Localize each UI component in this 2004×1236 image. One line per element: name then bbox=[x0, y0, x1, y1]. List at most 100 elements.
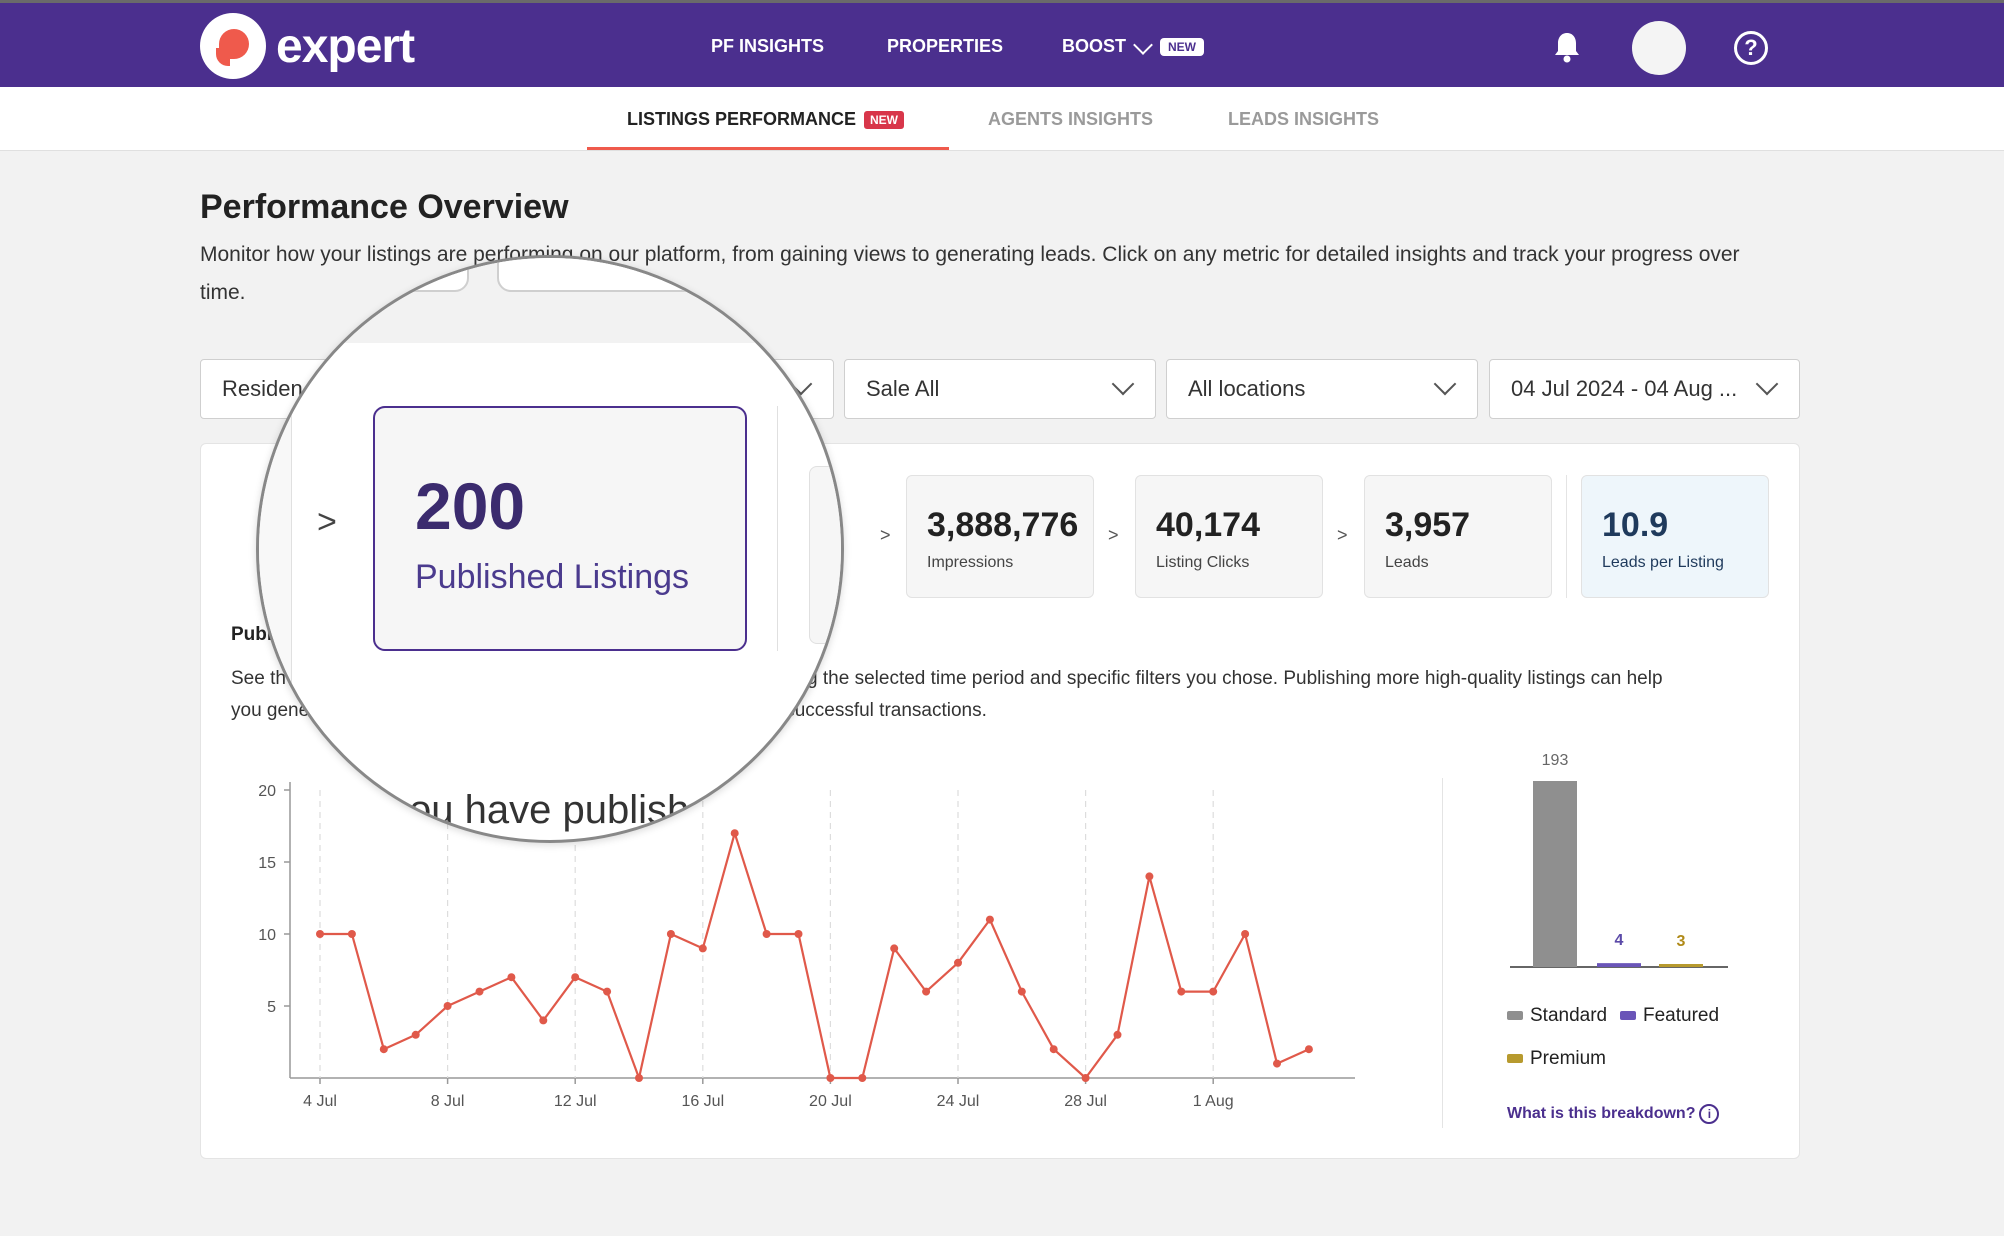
data-point bbox=[890, 944, 899, 953]
chevron-down-icon bbox=[1433, 372, 1457, 396]
data-point bbox=[347, 930, 356, 938]
new-badge: NEW bbox=[864, 111, 905, 130]
listing-type-bar-chart: 193 4 3 bbox=[1510, 752, 1728, 968]
nav-properties[interactable]: PROPERTIES bbox=[887, 36, 1004, 56]
tab-leads-insights[interactable]: LEADS INSIGHTS bbox=[1228, 109, 1380, 129]
breakdown-link-label: What is this breakdown? bbox=[1507, 1105, 1696, 1123]
funnel-arrow: > bbox=[1108, 525, 1119, 545]
chevron-down-icon bbox=[1133, 35, 1153, 56]
data-point bbox=[411, 1030, 420, 1039]
data-point bbox=[1145, 872, 1154, 881]
x-tick-label: 20 Jul bbox=[809, 1093, 852, 1110]
section-text-2b: successful transactions. bbox=[785, 700, 987, 721]
data-point bbox=[985, 915, 994, 924]
funnel-arrow: > bbox=[317, 503, 337, 541]
legend-label: Premium bbox=[1530, 1048, 1607, 1069]
data-point bbox=[475, 987, 484, 996]
data-point bbox=[1177, 987, 1186, 996]
info-icon: i bbox=[1699, 1104, 1720, 1124]
y-tick-label: 15 bbox=[258, 855, 276, 872]
funnel-arrow: > bbox=[1337, 525, 1348, 545]
tab-agents-insights[interactable]: AGENTS INSIGHTS bbox=[988, 109, 1154, 129]
nav-boost[interactable]: BOOST NEW bbox=[1062, 35, 1205, 57]
chevron-down-icon bbox=[1755, 372, 1779, 396]
magnifier-lens: > 200 Published Listings ou have publish bbox=[256, 255, 844, 843]
x-tick-label: 1 Aug bbox=[1193, 1093, 1234, 1110]
data-point bbox=[794, 930, 803, 938]
magnified-caption: ou have publish bbox=[409, 788, 690, 832]
bar-value-label: 193 bbox=[1542, 752, 1569, 769]
avatar[interactable] bbox=[1632, 21, 1686, 75]
metric-value: 200 bbox=[415, 469, 526, 543]
tab-listings-performance[interactable]: LISTINGS PERFORMANCE NEW bbox=[627, 109, 905, 130]
legend-swatch bbox=[1507, 1011, 1523, 1021]
metric-label: Impressions bbox=[927, 554, 1014, 571]
metric-impressions[interactable]: 3,888,776 Impressions bbox=[906, 475, 1094, 598]
tab-label: LISTINGS PERFORMANCE bbox=[627, 109, 857, 129]
nav-pf-insights[interactable]: PF INSIGHTS bbox=[711, 36, 825, 56]
what-is-this-breakdown-link[interactable]: What is this breakdown? i bbox=[1507, 1104, 1720, 1124]
help-icon[interactable]: ? bbox=[1734, 31, 1768, 65]
metric-divider bbox=[777, 406, 778, 651]
metric-listing-clicks[interactable]: 40,174 Listing Clicks bbox=[1135, 475, 1323, 598]
type-filter-value: Sale All bbox=[866, 376, 940, 401]
x-tick-label: 28 Jul bbox=[1064, 1093, 1107, 1110]
bell-icon[interactable] bbox=[1552, 31, 1582, 63]
top-navbar: expert PF INSIGHTS PROPERTIES BOOST NEW ? bbox=[0, 0, 2004, 87]
data-point bbox=[826, 1074, 835, 1082]
location-filter-value: All locations bbox=[1188, 376, 1306, 401]
x-tick-label: 24 Jul bbox=[937, 1093, 980, 1110]
data-point bbox=[1273, 1059, 1281, 1068]
metric-leads[interactable]: 3,957 Leads bbox=[1364, 475, 1552, 598]
metric-value: 40,174 bbox=[1156, 506, 1260, 544]
data-point bbox=[730, 829, 739, 838]
metric-published-listings[interactable]: 200 Published Listings bbox=[373, 406, 747, 651]
x-tick-label: 8 Jul bbox=[431, 1093, 465, 1110]
chart-divider bbox=[1442, 778, 1443, 1128]
metric-value: 10.9 bbox=[1602, 506, 1669, 544]
metric-value: 3,888,776 bbox=[927, 506, 1079, 544]
metric-divider bbox=[1566, 475, 1567, 598]
date-range-value: 04 Jul 2024 - 04 Aug ... bbox=[1511, 376, 1738, 401]
logo-text: expert bbox=[276, 19, 415, 73]
logo[interactable]: expert bbox=[200, 13, 415, 79]
data-point bbox=[379, 1045, 388, 1054]
metric-value: 3,957 bbox=[1385, 506, 1471, 544]
funnel-arrow: > bbox=[880, 525, 891, 545]
legend-featured: Featured bbox=[1620, 1005, 1719, 1027]
metric-label: Leads per Listing bbox=[1602, 554, 1724, 571]
data-point bbox=[922, 987, 931, 996]
new-badge: NEW bbox=[1160, 38, 1205, 57]
legend-swatch bbox=[1507, 1054, 1523, 1064]
data-point bbox=[603, 987, 612, 996]
logo-icon bbox=[200, 13, 266, 79]
metric-label: Leads bbox=[1385, 554, 1429, 571]
data-point bbox=[635, 1074, 643, 1082]
data-point bbox=[1017, 987, 1026, 996]
data-point bbox=[1209, 987, 1218, 996]
x-tick-label: 4 Jul bbox=[303, 1093, 337, 1110]
location-filter[interactable]: All locations bbox=[1166, 359, 1478, 419]
chevron-down-icon bbox=[1111, 372, 1135, 396]
data-point bbox=[571, 973, 580, 982]
data-point bbox=[507, 973, 516, 982]
data-point bbox=[316, 930, 324, 938]
metric-label: Listing Clicks bbox=[1156, 554, 1250, 571]
magnified-shape bbox=[349, 258, 469, 292]
x-tick-label: 12 Jul bbox=[554, 1093, 597, 1110]
nav-boost-label: BOOST bbox=[1062, 36, 1127, 56]
series-line bbox=[320, 832, 1310, 1080]
sub-tabs: LISTINGS PERFORMANCE NEW AGENTS INSIGHTS … bbox=[0, 87, 2004, 151]
data-point bbox=[666, 930, 675, 938]
data-point bbox=[1304, 1045, 1313, 1054]
data-point bbox=[1113, 1030, 1122, 1039]
type-filter[interactable]: Sale All bbox=[844, 359, 1156, 419]
magnified-background bbox=[259, 343, 291, 840]
data-point bbox=[1081, 1074, 1090, 1082]
magnified-card-edge bbox=[809, 466, 841, 644]
date-range-filter[interactable]: 04 Jul 2024 - 04 Aug ... bbox=[1489, 359, 1800, 419]
y-tick-label: 10 bbox=[258, 927, 276, 944]
legend-label: Standard bbox=[1530, 1005, 1608, 1026]
metric-leads-per-listing[interactable]: 10.9 Leads per Listing bbox=[1581, 475, 1769, 598]
